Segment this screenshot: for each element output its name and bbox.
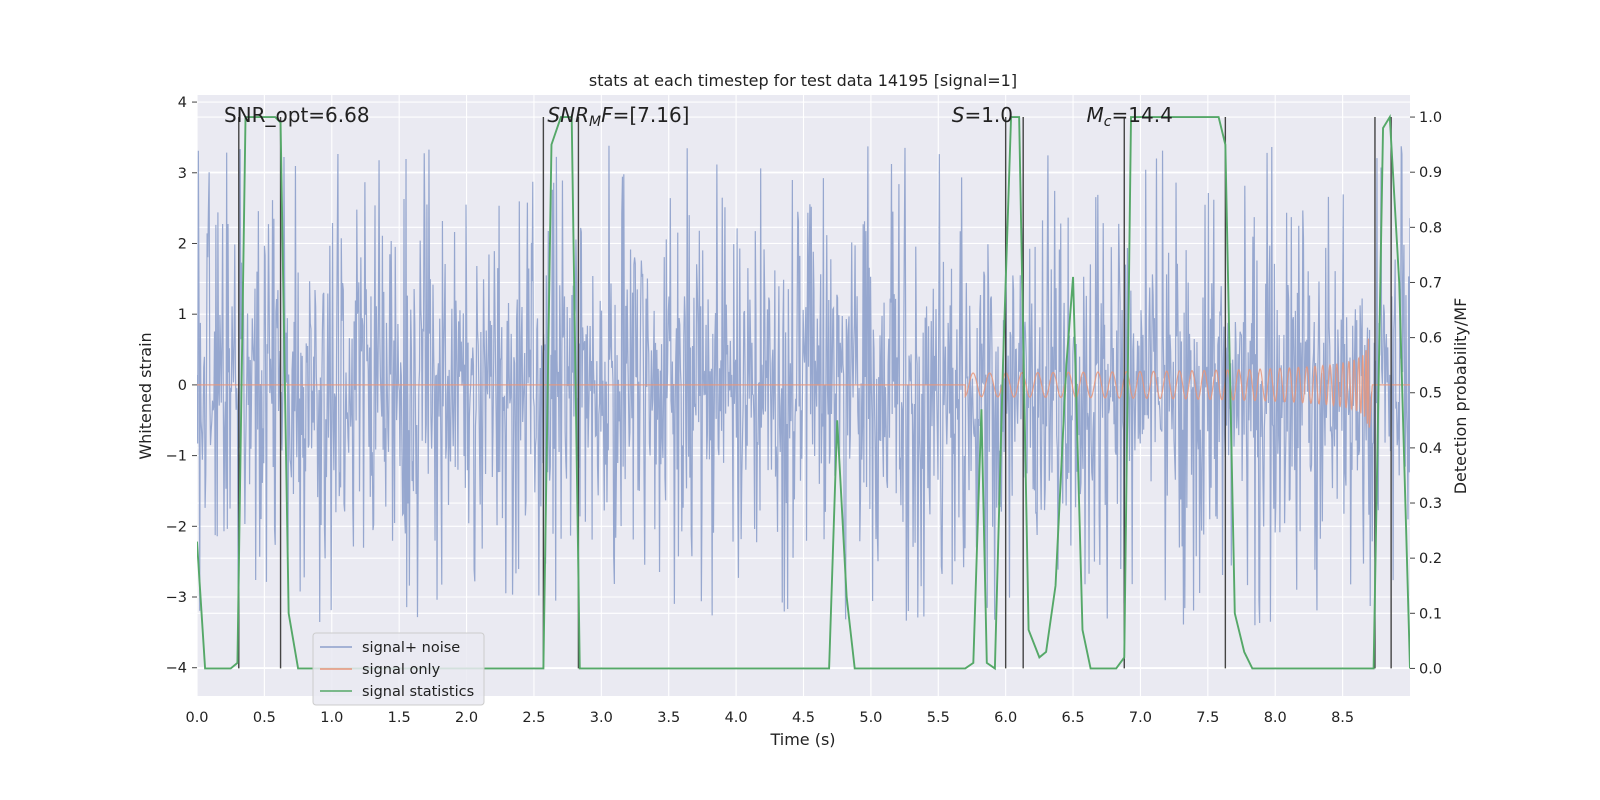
right-y-tick-label: 0.3 bbox=[1419, 496, 1442, 512]
x-tick-label: 8.5 bbox=[1331, 710, 1354, 726]
annotation: SNR_opt=6.68 bbox=[224, 103, 370, 127]
right-y-tick-label: 0.6 bbox=[1419, 331, 1442, 347]
x-tick-label: 0.5 bbox=[253, 710, 276, 726]
annotation: Mc=14.4 bbox=[1087, 103, 1173, 130]
right-y-tick-label: 0.9 bbox=[1419, 165, 1442, 181]
right-y-tick-label: 0.1 bbox=[1419, 606, 1442, 622]
left-y-tick-label: 3 bbox=[178, 166, 187, 182]
x-tick-label: 2.5 bbox=[522, 710, 545, 726]
x-tick-label: 7.5 bbox=[1196, 710, 1219, 726]
legend-label-signal-statistics: signal statistics bbox=[362, 684, 474, 700]
left-y-tick-label: 2 bbox=[178, 236, 187, 252]
x-tick-label: 0.0 bbox=[185, 710, 208, 726]
right-y-tick-label: 1.0 bbox=[1419, 110, 1442, 126]
x-tick-label: 6.5 bbox=[1062, 710, 1085, 726]
left-y-tick-label: 0 bbox=[178, 378, 187, 394]
annotations: SNR_opt=6.68 SNRMF=[7.16] S=1.0 Mc=14.4 bbox=[224, 103, 1173, 130]
x-tick-label: 8.0 bbox=[1264, 710, 1287, 726]
series-signal-only bbox=[197, 338, 1410, 428]
right-y-axis-ticks: 1.0 0.9 0.8 0.7 0.6 0.5 0.4 0.3 0.2 0.1 0.0 bbox=[1410, 110, 1442, 677]
left-y-axis-ticks: 4 3 2 1 0 −1 −2 −3 −4 bbox=[166, 95, 197, 677]
annotation: SNRMF=[7.16] bbox=[547, 103, 689, 130]
left-y-tick-label: −2 bbox=[166, 519, 187, 535]
series-event-markers bbox=[238, 117, 1392, 669]
legend-label-signal-noise: signal+ noise bbox=[362, 640, 460, 656]
right-y-tick-label: 0.4 bbox=[1419, 441, 1442, 457]
x-tick-label: 5.5 bbox=[927, 710, 950, 726]
x-tick-label: 4.5 bbox=[792, 710, 815, 726]
x-tick-label: 3.0 bbox=[590, 710, 613, 726]
x-tick-label: 7.0 bbox=[1129, 710, 1152, 726]
x-tick-label: 1.5 bbox=[388, 710, 411, 726]
legend-box bbox=[312, 632, 485, 706]
right-y-axis-label: Detection probability/MF bbox=[1451, 298, 1470, 495]
left-y-tick-label: 4 bbox=[178, 95, 187, 111]
chart-title: stats at each timestep for test data 141… bbox=[589, 71, 1017, 90]
left-y-tick-label: −1 bbox=[166, 449, 187, 465]
x-tick-label: 6.0 bbox=[994, 710, 1017, 726]
chirp-trace bbox=[197, 338, 1410, 428]
x-tick-label: 3.5 bbox=[657, 710, 680, 726]
legend-label-signal-only: signal only bbox=[362, 662, 441, 678]
x-tick-label: 4.0 bbox=[725, 710, 748, 726]
left-y-tick-label: −3 bbox=[166, 590, 187, 606]
right-y-tick-label: 0.2 bbox=[1419, 551, 1442, 567]
annotation: S=1.0 bbox=[952, 103, 1013, 127]
right-y-tick-label: 0.8 bbox=[1419, 220, 1442, 236]
right-y-tick-label: 0.7 bbox=[1419, 275, 1442, 291]
x-tick-label: 2.0 bbox=[455, 710, 478, 726]
right-y-tick-label: 0.0 bbox=[1419, 661, 1442, 677]
x-tick-label: 1.0 bbox=[320, 710, 343, 726]
left-y-tick-label: −4 bbox=[166, 661, 187, 677]
legend: signal+ noise signal only signal statist… bbox=[312, 632, 485, 706]
left-y-tick-label: 1 bbox=[178, 307, 187, 323]
left-y-axis-label: Whitened strain bbox=[136, 332, 155, 459]
x-axis-ticks: 0.0 0.5 1.0 1.5 2.0 2.5 3.0 3.5 4.0 4.5 5.0 5.5 6.0 6… bbox=[185, 710, 1354, 726]
right-y-tick-label: 0.5 bbox=[1419, 386, 1442, 402]
plot-area bbox=[197, 113, 1410, 671]
x-tick-label: 5.0 bbox=[859, 710, 882, 726]
x-axis-label: Time (s) bbox=[769, 730, 835, 749]
